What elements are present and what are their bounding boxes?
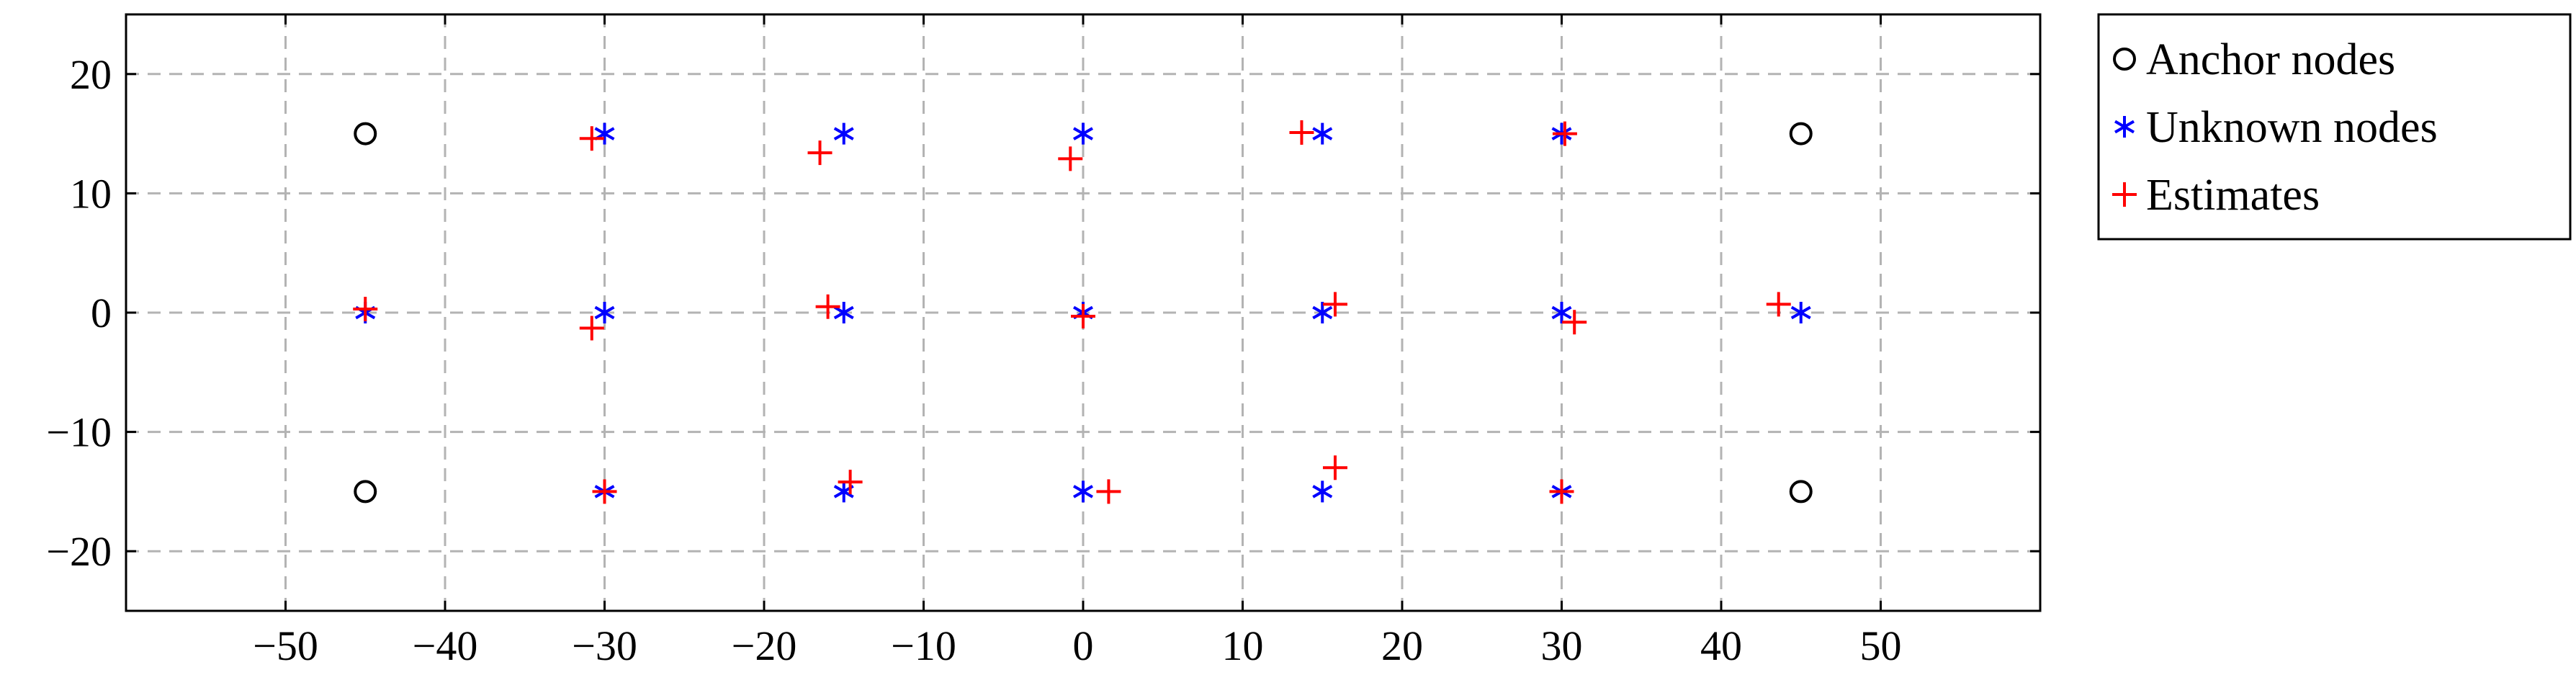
x-tick-label: 0: [1073, 622, 1094, 669]
y-tick-label: 0: [91, 290, 112, 336]
unknown-node-point: [1073, 480, 1093, 503]
estimate-point: [579, 126, 604, 151]
legend-label: Unknown nodes: [2146, 103, 2438, 152]
x-tick-label: −10: [891, 622, 956, 669]
x-tick-label: 20: [1381, 622, 1423, 669]
estimate-point: [353, 297, 378, 322]
y-tick-label: −20: [46, 528, 112, 575]
x-tick-label: −40: [413, 622, 478, 669]
estimate-point: [1562, 310, 1587, 335]
unknown-node-point: [1312, 302, 1333, 323]
x-tick-label: 10: [1222, 622, 1264, 669]
x-tick-label: −30: [572, 622, 637, 669]
y-tick-label: 10: [70, 170, 112, 217]
unknown-node-point: [1312, 122, 1333, 145]
estimate-point: [1058, 146, 1083, 171]
estimate-point: [1549, 479, 1574, 504]
unknown-node-point: [833, 302, 854, 323]
legend-marker-asterisk: [2114, 116, 2135, 138]
anchor-node-point: [354, 122, 377, 146]
unknown-node-point: [594, 122, 615, 145]
anchor-node-point: [1789, 122, 1813, 146]
estimate-point: [815, 294, 840, 319]
unknown-node-point: [1073, 122, 1093, 145]
unknown-node-point: [594, 302, 615, 323]
unknown-node-point: [1790, 302, 1811, 323]
unknown-node-point: [1312, 480, 1333, 503]
estimate-point: [1322, 455, 1347, 480]
legend-label: Estimates: [2146, 171, 2320, 220]
legend-label: Anchor nodes: [2146, 35, 2395, 84]
anchor-node-point: [1789, 480, 1813, 504]
unknown-node-point: [1551, 302, 1572, 323]
x-tick-label: 40: [1700, 622, 1742, 669]
estimate-point: [1289, 120, 1314, 145]
x-tick-label: −20: [732, 622, 797, 669]
estimate-point: [1071, 303, 1095, 328]
legend-marker-plus: [2112, 182, 2137, 207]
axis-ticks: −50 −40 −30 −20 −10 0 10 20 30 40 50 −20 −10 0 10 20: [46, 14, 2040, 669]
estimate-point: [579, 316, 604, 341]
estimate-point: [1096, 479, 1121, 504]
legend-marker-circle: [2113, 48, 2136, 71]
y-tick-label: 20: [70, 51, 112, 98]
x-tick-label: −50: [253, 622, 318, 669]
estimate-point: [1322, 292, 1347, 317]
estimate-point: [807, 140, 833, 166]
data-markers: [353, 120, 1813, 504]
x-tick-label: 30: [1541, 622, 1583, 669]
legend-box: [2097, 13, 2572, 241]
estimate-point: [1552, 121, 1577, 146]
y-tick-label: −10: [46, 409, 112, 456]
unknown-node-point: [833, 122, 854, 145]
estimate-point: [592, 479, 617, 504]
estimate-point: [1766, 292, 1791, 317]
x-tick-label: 50: [1860, 622, 1902, 669]
estimate-point: [838, 470, 863, 495]
legend: Anchor nodes Unknown nodes Estimates: [2097, 13, 2572, 241]
anchor-node-point: [354, 480, 377, 504]
